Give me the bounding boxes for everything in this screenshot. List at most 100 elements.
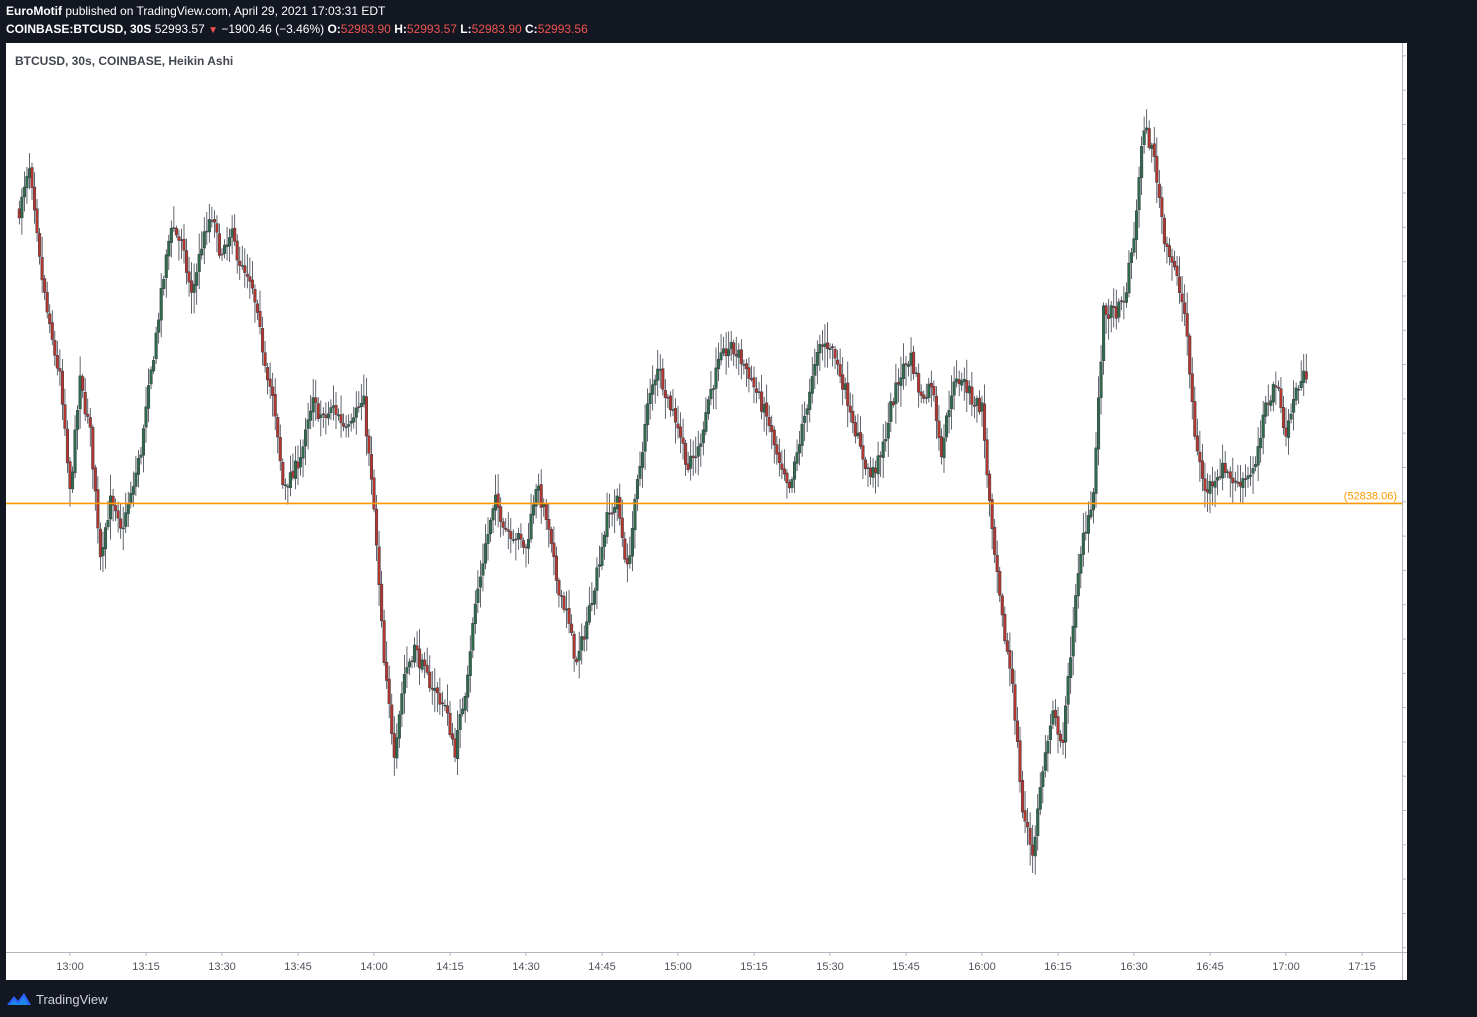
- candle-down: [314, 397, 318, 403]
- candle-up: [592, 590, 596, 605]
- candle-up: [795, 452, 799, 464]
- candle-down: [985, 439, 989, 476]
- candle-up: [1074, 595, 1078, 628]
- candle-down: [382, 620, 386, 663]
- candle-down: [276, 417, 280, 438]
- candle-down: [63, 404, 67, 429]
- candle-down: [1018, 740, 1022, 783]
- candle-down: [998, 570, 1002, 596]
- candle-down: [1188, 335, 1192, 375]
- candle-up: [1117, 301, 1121, 318]
- candle-up: [532, 504, 536, 516]
- candle-down: [435, 687, 439, 694]
- candle-down: [438, 693, 442, 705]
- candle-up: [22, 186, 26, 198]
- chart-frame[interactable]: BTCUSD, 30s, COINBASE, Heikin Ashi (5283…: [6, 43, 1457, 980]
- candle-down: [1005, 640, 1009, 652]
- candle-down: [851, 410, 855, 423]
- candle-down: [863, 459, 868, 470]
- candle-down: [1190, 373, 1194, 403]
- candle-up: [856, 432, 860, 437]
- candle-down: [1000, 595, 1004, 616]
- candle-up: [488, 520, 493, 535]
- candle-up: [162, 279, 166, 289]
- candle-down: [972, 404, 976, 407]
- candle-down: [248, 276, 252, 282]
- price-chart[interactable]: BTCUSD, 30s, COINBASE, Heikin Ashi (5283…: [6, 43, 1457, 980]
- last-price: 52993.57: [154, 22, 205, 36]
- candle-up: [1246, 475, 1250, 480]
- candle-down: [1010, 668, 1014, 684]
- candle-up: [1145, 127, 1149, 131]
- x-tick-label: 17:00: [1272, 961, 1300, 973]
- candle-up: [1134, 210, 1139, 240]
- candle-up: [101, 547, 105, 557]
- candle-down: [567, 608, 571, 624]
- candle-up: [927, 383, 931, 398]
- candle-down: [174, 227, 178, 236]
- candle-down: [744, 363, 748, 370]
- candle-up: [1046, 740, 1050, 754]
- candle-up: [876, 455, 880, 475]
- candle-up: [25, 176, 29, 189]
- candle-down: [1112, 306, 1116, 308]
- candle-up: [164, 254, 168, 278]
- candle-down: [1157, 183, 1161, 198]
- candle-down: [1162, 217, 1166, 244]
- candle-down: [618, 497, 622, 519]
- candle-down: [258, 311, 262, 327]
- candle-up: [587, 605, 591, 623]
- x-tick-label: 13:30: [208, 961, 236, 973]
- candle-up: [478, 576, 482, 588]
- candle-down: [372, 477, 376, 510]
- candle-up: [1213, 480, 1217, 488]
- candle-down: [1243, 478, 1248, 480]
- x-tick-label: 14:15: [436, 961, 464, 973]
- candle-up: [866, 467, 870, 469]
- candle-down: [499, 506, 503, 522]
- candle-down: [255, 303, 260, 313]
- candle-down: [1119, 300, 1123, 302]
- candle-down: [934, 395, 938, 421]
- low-label: L:: [460, 22, 472, 36]
- footer-brand[interactable]: TradingView: [36, 991, 108, 1007]
- candle-down: [691, 455, 695, 458]
- candle-up: [1129, 252, 1134, 263]
- candle-down: [820, 344, 824, 347]
- candle-down: [760, 391, 764, 412]
- candle-up: [471, 623, 475, 651]
- author-name[interactable]: EuroMotif: [6, 4, 62, 18]
- candle-up: [301, 446, 305, 459]
- candle-down: [179, 239, 184, 241]
- candle-up: [286, 485, 290, 488]
- x-tick-label: 15:30: [816, 961, 844, 973]
- candle-up: [1051, 710, 1055, 725]
- candle-down: [874, 468, 878, 473]
- x-tick-label: 13:45: [284, 961, 312, 973]
- candle-up: [124, 512, 128, 527]
- candle-down: [1304, 371, 1308, 380]
- candle-up: [534, 488, 538, 507]
- candle-down: [1107, 314, 1111, 319]
- candle-down: [684, 443, 688, 465]
- candle-down: [32, 186, 37, 211]
- candle-up: [1256, 446, 1260, 466]
- candle-up: [648, 392, 652, 405]
- candle-up: [980, 402, 984, 412]
- candle-down: [1236, 481, 1240, 484]
- candle-down: [220, 253, 224, 256]
- x-tick-label: 14:30: [512, 961, 540, 973]
- candle-down: [55, 354, 59, 369]
- close-value: 52993.56: [537, 22, 588, 36]
- candle-down: [392, 733, 396, 758]
- candle-down: [1026, 821, 1030, 828]
- candle-down: [1223, 463, 1227, 474]
- candle-up: [329, 407, 333, 413]
- candle-down: [922, 394, 926, 399]
- candle-up: [1254, 464, 1258, 468]
- candle-down: [453, 738, 457, 758]
- candle-down: [506, 529, 510, 532]
- candle-up: [871, 466, 875, 478]
- time-axis[interactable]: 13:00 13:15 13:30 13:45 14:00 14:15 14:30 14:45…: [6, 952, 1407, 973]
- price-axis[interactable]: 53360.0053320.0053280.0053240.0053200.00…: [1402, 43, 1457, 980]
